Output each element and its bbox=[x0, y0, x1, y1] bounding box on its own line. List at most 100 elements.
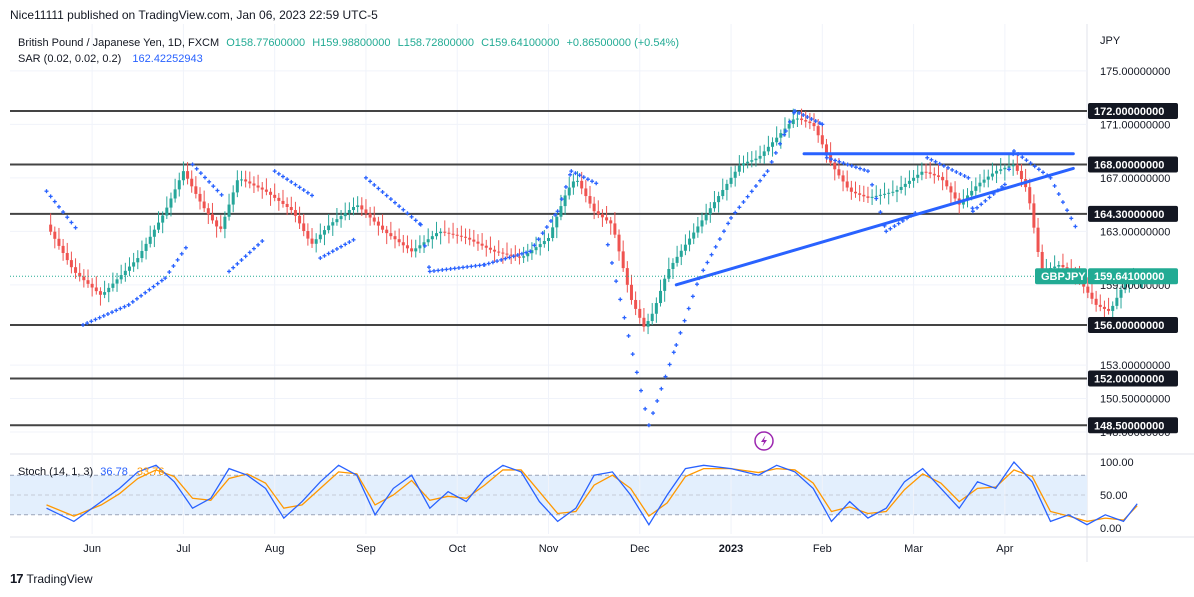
sar-point bbox=[134, 296, 139, 301]
stoch-tick-label: 100.00 bbox=[1100, 457, 1134, 469]
level-badge-text: 156.00000000 bbox=[1094, 320, 1164, 332]
sar-point bbox=[962, 173, 967, 178]
legend-open: O158.77600000 bbox=[226, 37, 305, 49]
candle-body bbox=[866, 196, 870, 198]
sar-point bbox=[431, 268, 436, 273]
candle-body bbox=[252, 183, 256, 186]
level-badge bbox=[1088, 316, 1178, 333]
trendlines[interactable] bbox=[674, 152, 1075, 287]
candle-body bbox=[455, 234, 459, 236]
sar-point bbox=[585, 177, 590, 182]
candle-body bbox=[322, 230, 326, 235]
sar-point bbox=[61, 210, 66, 215]
candle-body bbox=[708, 208, 712, 215]
horizontal-levels[interactable] bbox=[10, 109, 1087, 427]
sar-point bbox=[326, 251, 331, 256]
candle-body bbox=[567, 187, 571, 196]
candle-body bbox=[82, 276, 86, 281]
candle-body bbox=[368, 213, 372, 218]
sar-point bbox=[853, 165, 858, 170]
candle-body bbox=[385, 229, 389, 234]
sar-point bbox=[845, 162, 850, 167]
sar-point bbox=[503, 256, 508, 261]
lightning-icon[interactable] bbox=[754, 431, 774, 451]
sar-point bbox=[85, 321, 90, 326]
candle-body bbox=[824, 144, 828, 154]
sar-point bbox=[207, 179, 212, 184]
sar-point bbox=[544, 225, 549, 230]
candle-body bbox=[526, 253, 530, 257]
sar-point bbox=[330, 249, 335, 254]
sar-point bbox=[151, 284, 156, 289]
candle-body bbox=[298, 215, 302, 224]
candle-body bbox=[401, 242, 405, 246]
sar-point bbox=[878, 210, 883, 215]
candle-body bbox=[522, 256, 526, 258]
sar-point bbox=[1069, 216, 1074, 221]
candle-body bbox=[98, 291, 102, 295]
candle-body bbox=[741, 163, 745, 166]
sar-point bbox=[519, 251, 524, 256]
candle-body bbox=[841, 175, 845, 182]
sar-point bbox=[686, 306, 691, 311]
sar-point bbox=[163, 276, 168, 281]
sar-point bbox=[609, 260, 614, 265]
sar-point bbox=[418, 222, 423, 227]
candle-body bbox=[194, 186, 198, 194]
time-tick-label: Oct bbox=[449, 543, 466, 555]
sar-point bbox=[1020, 155, 1025, 160]
sar-point bbox=[322, 253, 327, 258]
sar-point bbox=[73, 225, 78, 230]
candle-body bbox=[621, 251, 625, 269]
candle-body bbox=[1032, 203, 1036, 228]
candle-body bbox=[443, 231, 447, 233]
candle-body bbox=[484, 245, 488, 248]
time-tick-label: Dec bbox=[630, 543, 650, 555]
time-tick-label: Jul bbox=[176, 543, 190, 555]
sar-point bbox=[634, 370, 639, 375]
sar-point bbox=[749, 189, 754, 194]
time-axis[interactable]: Jun Jul Aug Sep Oct Nov Dec 2023 Feb Mar Apr bbox=[83, 543, 1013, 555]
sar-point bbox=[486, 261, 491, 266]
sar-point bbox=[110, 310, 115, 315]
sar-point bbox=[155, 281, 160, 286]
sar-point bbox=[958, 171, 963, 176]
candle-body bbox=[837, 169, 841, 176]
sar-point bbox=[568, 172, 573, 177]
candle-body bbox=[596, 211, 600, 215]
sar-point bbox=[473, 263, 478, 268]
sar-point bbox=[413, 218, 418, 223]
sar-point bbox=[553, 212, 558, 217]
tradingview-brand[interactable]: 17 TradingView bbox=[10, 571, 93, 586]
candle-body bbox=[277, 197, 281, 201]
sar-point bbox=[705, 260, 710, 265]
level-badge-text: 152.00000000 bbox=[1094, 373, 1164, 385]
candle-body bbox=[920, 171, 924, 175]
candle-body bbox=[771, 142, 775, 147]
sar-point bbox=[577, 173, 582, 178]
sar-point bbox=[865, 169, 870, 174]
sar-point bbox=[622, 315, 627, 320]
sar-point bbox=[663, 374, 668, 379]
candle-body bbox=[65, 252, 69, 261]
sar-point bbox=[507, 255, 512, 260]
candle-body bbox=[497, 251, 501, 253]
sar-point bbox=[797, 110, 802, 115]
candle-body bbox=[795, 118, 799, 120]
candle-body bbox=[899, 186, 903, 190]
candle-body bbox=[352, 206, 356, 211]
time-tick-label: Jun bbox=[83, 543, 101, 555]
sar-point bbox=[44, 189, 49, 194]
sar-point bbox=[690, 294, 695, 299]
candle-body bbox=[231, 192, 235, 205]
sar-point bbox=[925, 155, 930, 160]
sar-point bbox=[762, 173, 767, 178]
publisher-line: Nice11111 published on TradingView.com, … bbox=[10, 8, 378, 22]
sar-point bbox=[339, 244, 344, 249]
candle-body bbox=[389, 233, 393, 237]
sar-point bbox=[701, 268, 706, 273]
sar-point bbox=[1002, 182, 1007, 187]
sar-point bbox=[143, 290, 148, 295]
candle-body bbox=[1019, 170, 1023, 180]
